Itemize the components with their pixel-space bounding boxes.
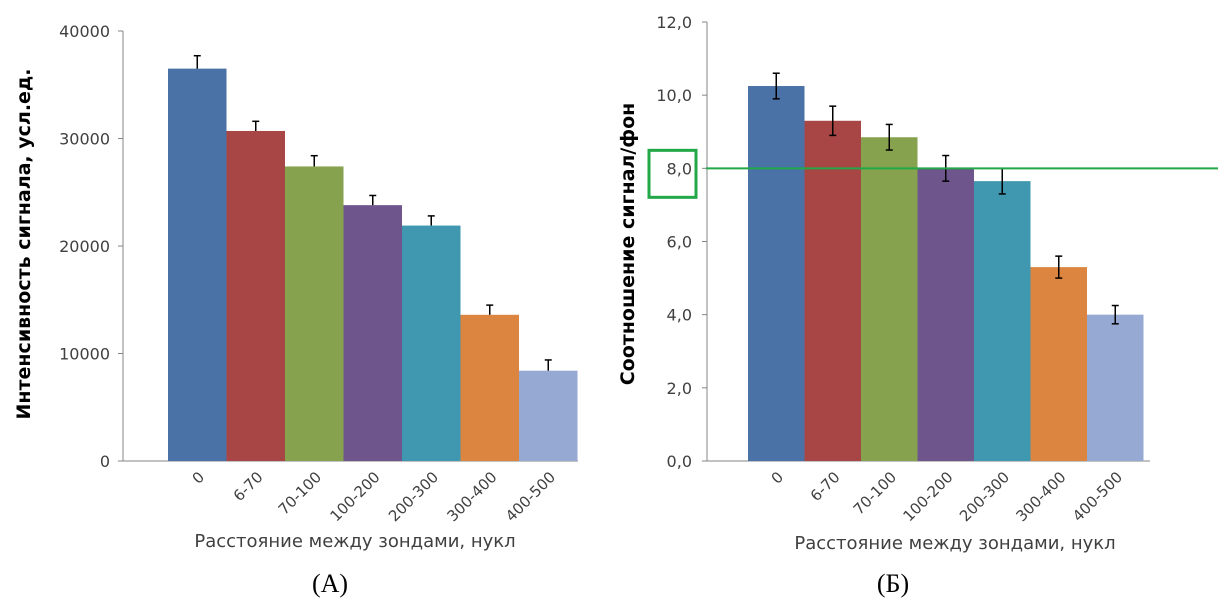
panel-a-bar	[519, 370, 578, 461]
panel-a-bar	[460, 314, 519, 461]
panel-b-x-tick-label: 0	[768, 468, 787, 487]
panel-b-bar	[1087, 314, 1144, 461]
panel-a-bar	[343, 205, 402, 461]
panel-b-bar	[1030, 267, 1087, 461]
panel-a-x-tick-label: 70-100	[275, 468, 325, 518]
panel-a-x-tick-label: 400-500	[502, 468, 559, 525]
panel-b-y-tick-label: 6,0	[667, 233, 692, 252]
panel-b-x-axis-title: Расстояние между зондами, нукл	[794, 533, 1115, 554]
panel-b-bar	[748, 86, 805, 461]
panel-b-label: (Б)	[877, 569, 909, 598]
panel-a-y-tick-label: 20000	[59, 237, 110, 256]
panel-a-bar	[402, 225, 461, 461]
panel-b-x-tick-label: 100-200	[900, 468, 957, 525]
panel-b-y-tick-label: 10,0	[656, 86, 692, 105]
panel-a-y-tick-label: 40000	[59, 22, 110, 41]
panel-b-x-tick-label: 70-100	[850, 468, 900, 518]
panel-a-bar	[285, 166, 344, 461]
panel-a-y-axis-title: Интенсивность сигнала, усл.ед.	[13, 69, 35, 420]
panel-b-x-tick-label: 300-400	[1013, 468, 1070, 525]
panel-a-x-axis-title: Расстояние между зондами, нукл	[194, 531, 515, 552]
panel-b-y-tick-label: 12,0	[656, 13, 692, 32]
panel-b-x-tick-label: 6-70	[807, 468, 844, 505]
panel-b-y-axis-title: Соотношение сигнал/фон	[617, 103, 639, 386]
panel-b-signal-to-background-chart: Соотношение сигнал/фон Расстояние между …	[617, 13, 1218, 598]
panel-b-x-tick-label: 400-500	[1069, 468, 1126, 525]
panel-b-y-tick-label: 8,0	[667, 159, 692, 178]
panel-b-y-tick-label: 2,0	[667, 379, 692, 398]
panel-b-bar	[974, 181, 1031, 461]
panel-a-x-tick-label: 100-200	[327, 468, 384, 525]
panel-b-highlight-box	[647, 148, 698, 199]
panel-a-label: (А)	[312, 569, 348, 598]
panel-a-x-tick-label: 200-300	[385, 468, 442, 525]
panel-a-x-tick-label: 0	[189, 468, 208, 487]
panel-a-bar	[226, 130, 285, 461]
panel-a-bar	[168, 68, 227, 461]
panel-b-bar	[917, 168, 974, 462]
panel-a-y-tick-label: 30000	[59, 130, 110, 149]
panel-a-y-tick-label: 0	[100, 452, 110, 471]
panel-a-intensity-chart: Интенсивность сигнала, усл.ед. Расстояни…	[13, 22, 578, 598]
panel-b-bar	[861, 137, 918, 462]
panel-a-x-tick-label: 300-400	[444, 468, 501, 525]
panel-b-bar	[804, 120, 861, 462]
panel-a-y-tick-label: 10000	[59, 345, 110, 364]
panel-b-y-tick-label: 4,0	[667, 306, 692, 325]
panel-b-x-tick-label: 200-300	[956, 468, 1013, 525]
panel-b-y-tick-label: 0,0	[667, 452, 692, 471]
panel-a-x-tick-label: 6-70	[230, 468, 267, 505]
